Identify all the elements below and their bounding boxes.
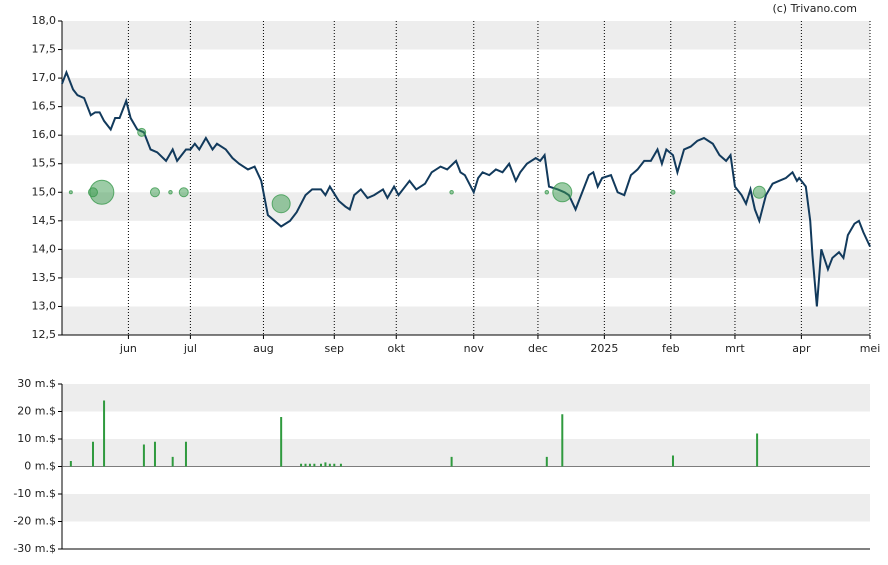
x-tick-label: mei: [860, 342, 881, 355]
attribution: (c) Trivano.com: [772, 2, 857, 15]
band: [62, 21, 870, 50]
x-tick-label: apr: [792, 342, 811, 355]
y-tick-label: 13,5: [32, 271, 57, 284]
x-tick-label: jun: [119, 342, 137, 355]
bar: [320, 463, 323, 467]
bar: [308, 463, 311, 467]
x-tick-label: jul: [183, 342, 197, 355]
bar: [153, 441, 156, 467]
y-tick-label: 30 m.$: [17, 377, 56, 390]
x-tick-label: mrt: [725, 342, 745, 355]
bar: [304, 463, 307, 467]
y-tick-label: 17,0: [32, 71, 57, 84]
x-tick-label: 2025: [590, 342, 618, 355]
y-tick-label: 17,5: [32, 43, 57, 56]
y-tick-label: 0 m.$: [24, 460, 56, 473]
y-tick-label: 16,5: [32, 100, 57, 113]
y-tick-label: 14,5: [32, 214, 57, 227]
bubble: [168, 190, 173, 195]
bubble: [68, 190, 73, 195]
x-tick-label: aug: [253, 342, 274, 355]
band: [62, 306, 870, 335]
bar: [671, 455, 674, 467]
x-tick-label: nov: [464, 342, 485, 355]
y-tick-label: -20 m.$: [13, 515, 56, 528]
x-tick-label: feb: [662, 342, 680, 355]
bubble: [552, 182, 573, 203]
y-tick-label: 15,5: [32, 157, 57, 170]
bar: [561, 414, 564, 467]
x-tick-label: dec: [528, 342, 548, 355]
band: [62, 384, 870, 412]
bar: [171, 456, 174, 467]
bar: [339, 463, 342, 467]
band: [62, 439, 870, 467]
x-tick-label: sep: [325, 342, 344, 355]
bar: [142, 444, 145, 467]
y-tick-label: 15,0: [32, 185, 57, 198]
band: [62, 249, 870, 278]
bubble: [137, 127, 147, 137]
bar: [328, 463, 331, 467]
bar: [450, 456, 453, 467]
price-line: [61, 69, 871, 307]
bubble: [89, 179, 115, 205]
bar: [103, 400, 106, 467]
y-tick-label: 16,0: [32, 128, 57, 141]
band: [62, 78, 870, 107]
bubble: [271, 194, 291, 214]
y-tick-label: -10 m.$: [13, 487, 56, 500]
bar: [333, 463, 336, 467]
x-tick-label: okt: [388, 342, 406, 355]
bubble: [178, 187, 189, 198]
band: [62, 135, 870, 164]
band: [62, 494, 870, 522]
y-tick-label: -30 m.$: [13, 542, 56, 555]
bar: [324, 462, 327, 467]
y-tick-label: 14,0: [32, 242, 57, 255]
bar: [91, 441, 94, 467]
bar: [756, 433, 759, 467]
y-tick-label: 10 m.$: [17, 432, 56, 445]
bar: [280, 417, 283, 467]
y-tick-label: 13,0: [32, 299, 57, 312]
bar: [69, 461, 72, 467]
bubble: [149, 187, 160, 198]
y-tick-label: 12,5: [32, 328, 57, 341]
bubble: [670, 189, 676, 195]
bar: [300, 463, 303, 467]
bar: [313, 463, 316, 467]
bubble: [752, 185, 766, 199]
y-tick-label: 20 m.$: [17, 405, 56, 418]
y-tick-label: 18,0: [32, 14, 57, 27]
bubble: [544, 190, 550, 195]
bubble: [449, 190, 454, 195]
bar: [184, 441, 187, 467]
bar: [545, 456, 548, 467]
